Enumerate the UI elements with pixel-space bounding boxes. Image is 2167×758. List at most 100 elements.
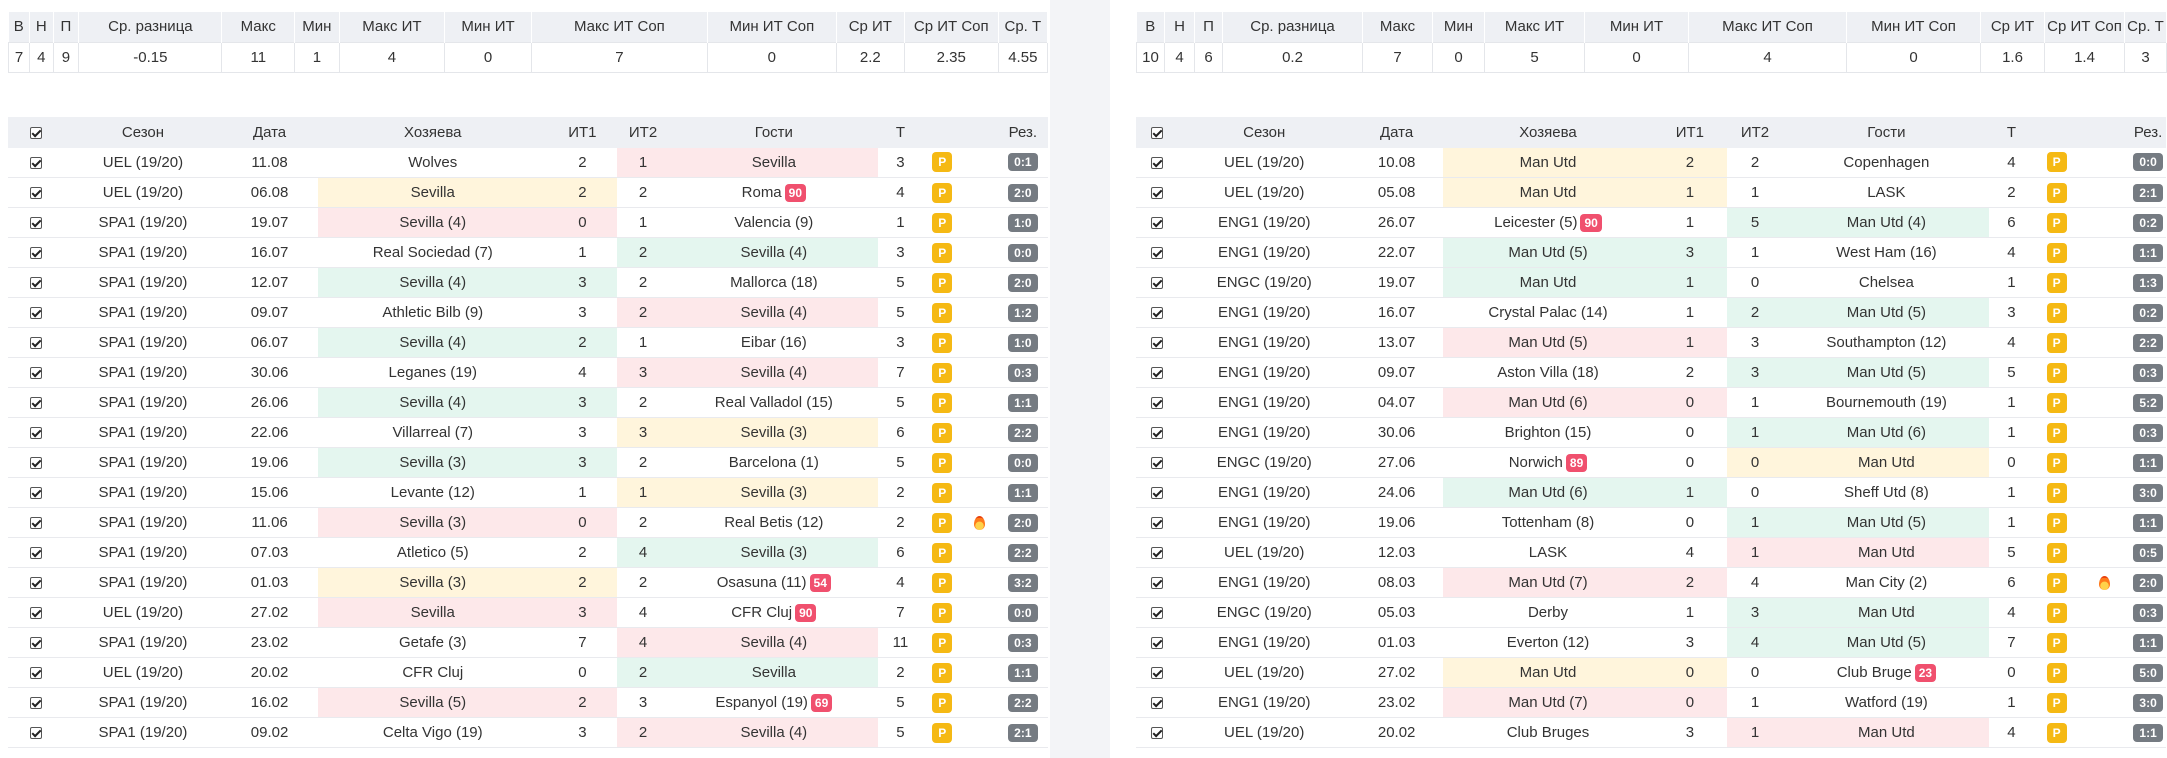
result-badge[interactable]: 1:1 <box>2133 633 2164 652</box>
home-team-cell[interactable]: Villarreal (7) <box>317 417 548 448</box>
row-checkbox[interactable] <box>30 607 43 620</box>
away-team-cell[interactable]: Chelsea <box>1783 267 1990 298</box>
p-badge[interactable]: P <box>2046 692 2067 713</box>
p-badge[interactable]: P <box>932 482 953 503</box>
home-team-cell[interactable]: Wolves <box>317 147 548 178</box>
table-row[interactable]: UEL (19/20) 12.03 LASK 4 1 Man Utd 5 P 0:5 <box>1136 537 2166 568</box>
row-checkbox[interactable] <box>30 187 43 200</box>
p-badge[interactable]: P <box>2046 722 2067 743</box>
header-season[interactable]: Сезон <box>64 116 222 148</box>
away-team-cell[interactable]: Man Utd (5) <box>1783 357 1990 388</box>
row-checkbox[interactable] <box>30 667 43 680</box>
row-checkbox[interactable] <box>1151 427 1164 440</box>
away-team-cell[interactable]: Man Utd (5) <box>1783 627 1990 658</box>
away-team-cell[interactable]: Man Utd (4) <box>1783 207 1990 238</box>
result-badge[interactable]: 0:0 <box>1007 453 1038 472</box>
table-row[interactable]: SPA1 (19/20) 01.03 Sevilla (3) 2 2 Osasuna (1… <box>8 567 1048 598</box>
home-team-cell[interactable]: Levante (12) <box>317 477 548 508</box>
p-badge[interactable]: P <box>2046 602 2067 623</box>
away-team-cell[interactable]: Man Utd <box>1783 717 1990 748</box>
p-badge[interactable]: P <box>2046 422 2067 443</box>
p-badge[interactable]: P <box>2046 392 2067 413</box>
p-badge[interactable]: P <box>932 572 953 593</box>
p-badge[interactable]: P <box>2046 662 2067 683</box>
result-badge[interactable]: 2:2 <box>2133 333 2164 352</box>
away-team-cell[interactable]: Bournemouth (19) <box>1783 387 1990 418</box>
p-badge[interactable]: P <box>932 632 953 653</box>
p-badge[interactable]: P <box>932 242 953 263</box>
header-result[interactable]: Рез. <box>2130 116 2166 148</box>
table-row[interactable]: SPA1 (19/20) 19.07 Sevilla (4) 0 1 Valencia (… <box>8 207 1048 238</box>
result-badge[interactable]: 0:2 <box>2133 213 2164 232</box>
home-team-cell[interactable]: Sevilla (3) <box>317 507 548 538</box>
row-checkbox[interactable] <box>1151 277 1164 290</box>
away-team-cell[interactable]: Southampton (12) <box>1783 327 1990 358</box>
table-row[interactable]: ENGC (19/20) 27.06 Norwich 89 0 0 Man Utd 0 P 1:1 <box>1136 447 2166 478</box>
p-badge[interactable]: P <box>932 662 953 683</box>
home-team-cell[interactable]: Everton (12) <box>1442 627 1654 658</box>
away-team-cell[interactable]: LASK <box>1783 177 1990 208</box>
row-checkbox[interactable] <box>1151 637 1164 650</box>
home-team-cell[interactable]: Man Utd (6) <box>1442 387 1654 418</box>
row-checkbox[interactable] <box>30 727 43 740</box>
table-row[interactable]: SPA1 (19/20) 23.02 Getafe (3) 7 4 Sevilla (4)… <box>8 627 1048 658</box>
home-team-cell[interactable]: Norwich 89 <box>1442 447 1654 478</box>
table-row[interactable]: UEL (19/20) 27.02 Man Utd 0 0 Club Bruge 23 0 P 5… <box>1136 657 2166 688</box>
p-badge[interactable]: P <box>2046 272 2067 293</box>
row-checkbox[interactable] <box>30 307 43 320</box>
result-badge[interactable]: 0:3 <box>2133 423 2164 442</box>
row-checkbox[interactable] <box>1151 727 1164 740</box>
table-row[interactable]: UEL (19/20) 20.02 CFR Cluj 0 2 Sevilla 2 P 1:1 <box>8 657 1048 688</box>
row-checkbox[interactable] <box>1151 577 1164 590</box>
home-team-cell[interactable]: LASK <box>1442 537 1654 568</box>
result-badge[interactable]: 1:3 <box>2133 273 2164 292</box>
away-team-cell[interactable]: Roma 90 <box>669 177 879 208</box>
home-team-cell[interactable]: Getafe (3) <box>317 627 548 658</box>
away-team-cell[interactable]: Man Utd <box>1783 597 1990 628</box>
result-badge[interactable]: 2:1 <box>1007 723 1038 742</box>
away-team-cell[interactable]: Man Utd (6) <box>1783 417 1990 448</box>
result-badge[interactable]: 0:3 <box>2133 603 2164 622</box>
result-badge[interactable]: 3:2 <box>1007 573 1038 592</box>
away-team-cell[interactable]: Sevilla (3) <box>669 537 879 568</box>
away-team-cell[interactable]: Sevilla <box>669 147 879 178</box>
result-badge[interactable]: 1:1 <box>2133 513 2164 532</box>
row-checkbox[interactable] <box>30 156 43 169</box>
home-team-cell[interactable]: Sevilla (4) <box>317 327 548 358</box>
table-row[interactable]: SPA1 (19/20) 16.07 Real Sociedad (7) 1 2 Sevi… <box>8 237 1048 268</box>
home-team-cell[interactable]: Athletic Bilb (9) <box>317 297 548 328</box>
table-row[interactable]: ENG1 (19/20) 19.06 Tottenham (8) 0 1 Man Utd … <box>1136 507 2166 538</box>
away-team-cell[interactable]: Real Valladol (15) <box>669 387 879 418</box>
table-row[interactable]: UEL (19/20) 06.08 Sevilla 2 2 Roma 90 4 P 2:0 <box>8 177 1048 208</box>
away-team-cell[interactable]: Man City (2) <box>1783 567 1990 598</box>
away-team-cell[interactable]: Copenhagen <box>1783 147 1990 178</box>
home-team-cell[interactable]: Man Utd (7) <box>1442 567 1654 598</box>
table-row[interactable]: ENG1 (19/20) 22.07 Man Utd (5) 3 1 West Ham (… <box>1136 237 2166 268</box>
row-checkbox[interactable] <box>30 217 43 230</box>
table-row[interactable]: SPA1 (19/20) 16.02 Sevilla (5) 2 3 Espanyol (… <box>8 687 1048 718</box>
row-checkbox[interactable] <box>30 487 43 500</box>
table-row[interactable]: SPA1 (19/20) 26.06 Sevilla (4) 3 2 Real Valla… <box>8 387 1048 418</box>
p-badge[interactable]: P <box>932 152 953 173</box>
p-badge[interactable]: P <box>932 722 953 743</box>
away-team-cell[interactable]: Eibar (16) <box>669 327 879 358</box>
table-row[interactable]: SPA1 (19/20) 12.07 Sevilla (4) 3 2 Mallorca (… <box>8 267 1048 298</box>
header-away[interactable]: Гости <box>669 116 879 148</box>
home-team-cell[interactable]: Leganes (19) <box>317 357 548 388</box>
row-checkbox[interactable] <box>30 337 43 350</box>
result-badge[interactable]: 5:0 <box>2133 663 2164 682</box>
row-checkbox[interactable] <box>1151 156 1164 169</box>
header-it2[interactable]: ИТ2 <box>616 116 670 148</box>
home-team-cell[interactable]: Sevilla (5) <box>317 687 548 718</box>
away-team-cell[interactable]: Sevilla (4) <box>669 237 879 268</box>
result-badge[interactable]: 1:0 <box>1007 333 1038 352</box>
p-badge[interactable]: P <box>932 692 953 713</box>
row-checkbox[interactable] <box>30 637 43 650</box>
home-team-cell[interactable]: Man Utd <box>1442 267 1654 298</box>
header-it1[interactable]: ИТ1 <box>547 116 617 148</box>
p-badge[interactable]: P <box>932 332 953 353</box>
table-row[interactable]: ENG1 (19/20) 08.03 Man Utd (7) 2 4 Man City (… <box>1136 567 2166 598</box>
table-row[interactable]: ENG1 (19/20) 04.07 Man Utd (6) 0 1 Bournemout… <box>1136 387 2166 418</box>
away-team-cell[interactable]: Sevilla (3) <box>669 417 879 448</box>
table-row[interactable]: SPA1 (19/20) 09.07 Athletic Bilb (9) 3 2 Sevi… <box>8 297 1048 328</box>
